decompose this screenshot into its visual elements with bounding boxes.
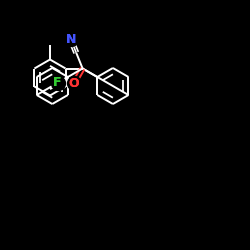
- Text: N: N: [66, 33, 76, 46]
- Text: F: F: [53, 76, 62, 90]
- Text: F: F: [53, 76, 62, 90]
- Text: O: O: [69, 77, 80, 90]
- Text: N: N: [66, 33, 76, 46]
- Text: O: O: [69, 77, 80, 90]
